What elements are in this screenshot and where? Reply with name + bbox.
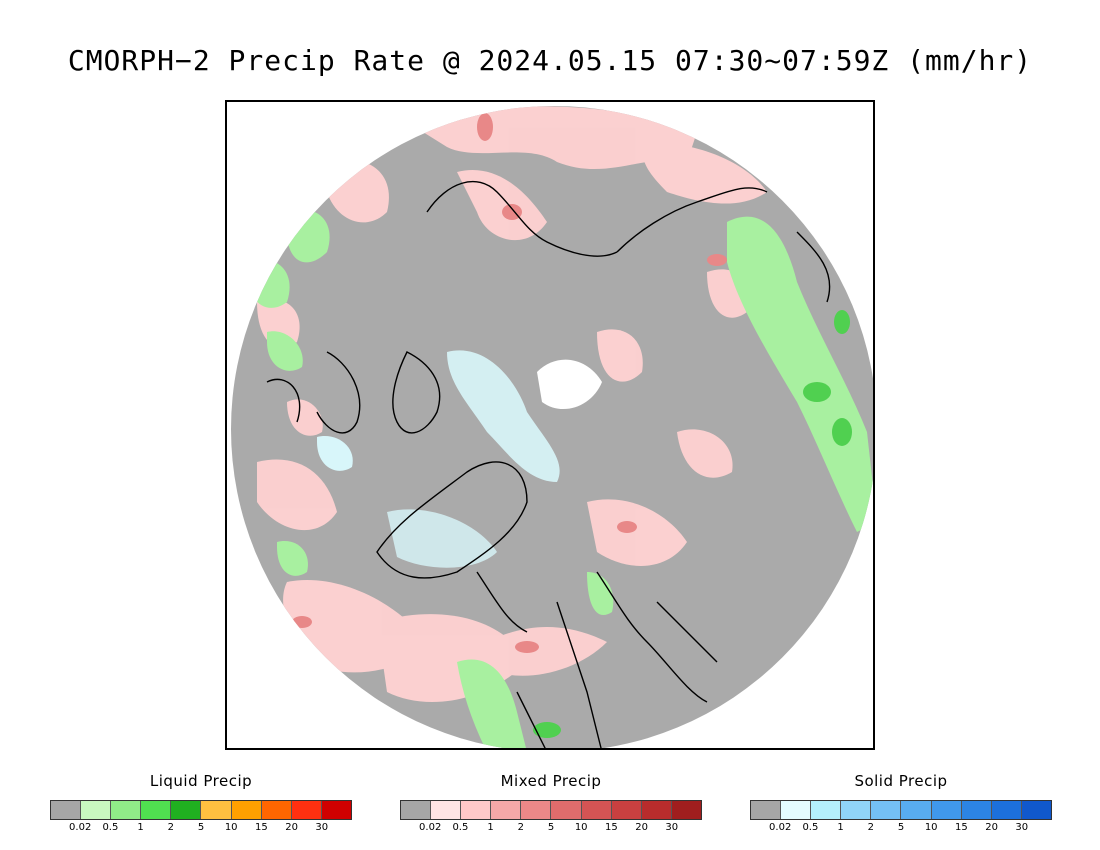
map-title: CMORPH−2 Precip Rate @ 2024.05.15 07:30~… [67,44,1033,77]
legend-tick-label: 2 [517,822,524,833]
map-canvas [231,106,873,748]
legend-tick-label: 10 [574,822,588,833]
legend-tick-label: 15 [255,822,268,833]
legend-swatch [961,801,992,819]
legend-title: Mixed Precip [500,772,602,790]
legend-tick-label: 10 [924,822,938,833]
legend-tick-label: 0.02 [419,822,442,833]
legend-swatch [321,801,351,819]
legend-tick-label: 15 [955,822,968,833]
tick-labels: 0.02 0.5 1 2 5 10 15 20 30 [50,820,352,834]
legend-swatch [581,801,612,819]
legend-swatch [841,801,872,819]
legend-swatch [521,801,552,819]
legend-tick-label: 0.5 [452,822,469,833]
legend-swatch [551,801,582,819]
legend-swatch [401,801,432,819]
legend-tick-label: 0.5 [802,822,819,833]
legend-swatch [811,801,842,819]
legend-tick-label: 2 [167,822,174,833]
legend-tick-label: 0.02 [69,822,92,833]
legend-swatch [461,801,492,819]
data-disc [231,106,873,748]
legend-swatch [781,801,812,819]
legend-swatch [81,801,112,819]
legend-swatch [931,801,962,819]
solid-precip-areas [317,350,602,568]
legend-title: Solid Precip [854,772,948,790]
legend-swatch [871,801,902,819]
legend-tick-label: 1 [137,822,144,833]
legend-swatch [261,801,292,819]
legend-tick-label: 5 [897,822,905,833]
legend-swatch [991,801,1022,819]
legend-swatch [431,801,462,819]
legend-solid: Solid Precip 0.02 0.5 1 2 5 10 15 20 30 [750,772,1052,834]
legend-swatch [641,801,672,819]
legend-swatch [751,801,782,819]
legend-tick-label: 0.5 [102,822,119,833]
legend-swatch [491,801,522,819]
legend-swatch [231,801,262,819]
legend-swatch [291,801,322,819]
legend-tick-label: 30 [315,822,329,833]
legend-swatch [201,801,232,819]
legend-swatch [51,801,82,819]
legend-liquid: Liquid Precip 0.02 0.5 1 2 5 10 15 20 30 [50,772,352,834]
legend-tick-label: 5 [547,822,555,833]
tick-labels: 0.02 0.5 1 2 5 10 15 20 30 [750,820,1052,834]
color-bar [400,800,702,820]
legend-title: Liquid Precip [149,772,253,790]
legend-tick-label: 2 [867,822,874,833]
legend-swatch [611,801,642,819]
legend-tick-label: 10 [224,822,238,833]
legend-tick-label: 20 [635,822,648,833]
legend-swatch [171,801,202,819]
color-bar [50,800,352,820]
legend-tick-label: 15 [605,822,618,833]
legend-swatch [111,801,142,819]
tick-labels: 0.02 0.5 1 2 5 10 15 20 30 [400,820,702,834]
coastlines [266,181,831,748]
legend-swatch [671,801,701,819]
legend-swatch [901,801,932,819]
legend-tick-label: 5 [197,822,205,833]
legend-swatch [141,801,172,819]
legend-tick-label: 20 [985,822,998,833]
polar-precip-map [225,100,875,750]
color-bar [750,800,1052,820]
legend-tick-label: 1 [487,822,494,833]
legend-swatch [1021,801,1051,819]
legend-tick-label: 30 [665,822,679,833]
legend-tick-label: 1 [837,822,844,833]
legend-tick-label: 30 [1015,822,1029,833]
liquid-precip-heavy [533,310,852,738]
legend-tick-label: 0.02 [769,822,792,833]
legend-mixed: Mixed Precip 0.02 0.5 1 2 5 10 15 20 30 [400,772,702,834]
legend-tick-label: 20 [285,822,298,833]
